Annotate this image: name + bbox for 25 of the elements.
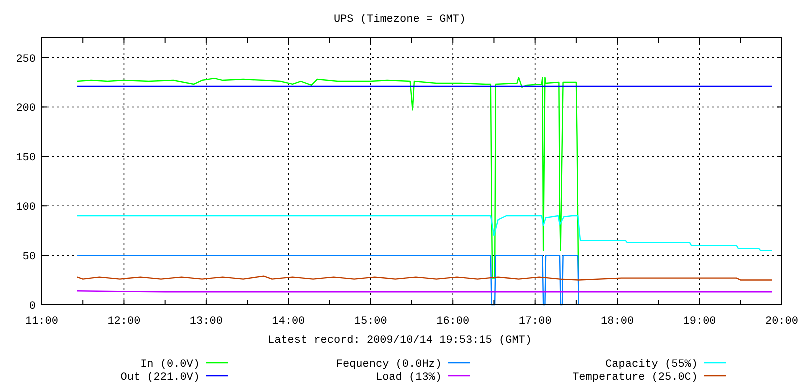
x-tick-label: 11:00 <box>25 316 59 328</box>
text: Latest record: 2009/10/14 19:53:15 (GMT) <box>268 335 532 347</box>
y-tick-label: 100 <box>16 202 36 214</box>
legend-label: Out (221.0V) <box>120 372 200 384</box>
y-tick-label: 0 <box>29 301 36 313</box>
x-tick-label: 15:00 <box>354 316 388 328</box>
y-tick-label: 250 <box>16 54 36 66</box>
x-tick-label: 17:00 <box>518 316 552 328</box>
legend-label: Load (13%) <box>376 372 442 384</box>
y-tick-label: 200 <box>16 103 36 116</box>
y-tick-label: 150 <box>16 152 36 165</box>
legend-label: Fequency (0.0Hz) <box>336 359 442 371</box>
chart-title: UPS (Timezone = GMT) <box>334 14 466 26</box>
x-tick-label: 13:00 <box>190 316 223 328</box>
x-tick-label: 19:00 <box>683 316 716 328</box>
line-series <box>76 215 773 252</box>
x-tick-label: 18:00 <box>601 316 634 328</box>
x-tick-label: 16:00 <box>436 316 470 328</box>
legend-label: Capacity (55%) <box>606 359 698 371</box>
x-tick-label: 20:00 <box>765 316 799 328</box>
x-tick-label: 12:00 <box>108 316 141 328</box>
y-tick-label: 50 <box>22 252 36 264</box>
x-tick-label: 14:00 <box>272 316 306 328</box>
legend-label: Temperature (25.0C) <box>572 372 698 384</box>
legend-label: In (0.0V) <box>140 359 200 371</box>
